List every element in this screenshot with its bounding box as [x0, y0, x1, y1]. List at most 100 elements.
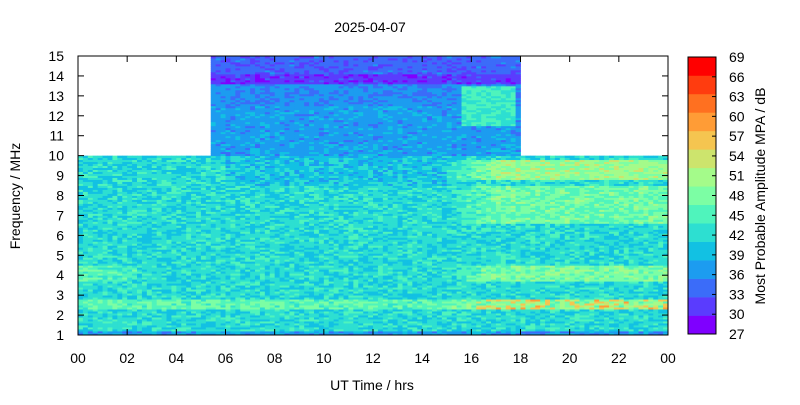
heatmap-cell — [151, 333, 158, 336]
heatmap-cell — [171, 307, 177, 310]
heatmap-cell — [550, 297, 556, 300]
heatmap-cell — [427, 321, 433, 324]
heatmap-cell — [663, 295, 669, 298]
heatmap-cell — [294, 331, 300, 334]
heatmap-cell — [500, 291, 507, 294]
heatmap-cell — [318, 305, 325, 308]
heatmap-cell — [161, 321, 167, 324]
heatmap-cell — [82, 293, 89, 296]
heatmap-cell — [156, 327, 162, 330]
heatmap-cell — [382, 291, 389, 294]
heatmap-cell — [117, 291, 123, 294]
heatmap-cell — [589, 333, 595, 336]
heatmap-cell — [112, 289, 118, 292]
heatmap-cell — [392, 309, 398, 312]
heatmap-cell — [648, 297, 654, 300]
heatmap-cell — [141, 315, 148, 318]
heatmap-cell — [112, 333, 118, 336]
heatmap-cell — [628, 317, 634, 320]
heatmap-cell — [510, 329, 516, 332]
heatmap-cell — [471, 315, 477, 318]
heatmap-cell — [323, 305, 330, 308]
heatmap-cell — [259, 305, 266, 308]
heatmap-cell — [392, 319, 398, 322]
heatmap-cell — [481, 331, 487, 334]
heatmap-cell — [559, 307, 566, 310]
heatmap-cell — [245, 305, 251, 308]
heatmap-cell — [638, 293, 644, 296]
heatmap-cell — [618, 303, 625, 306]
heatmap-cell — [609, 297, 615, 300]
heatmap-cell — [525, 303, 531, 306]
heatmap-cell — [250, 309, 256, 312]
heatmap-cell — [186, 297, 192, 300]
heatmap-cell — [200, 315, 207, 318]
heatmap-cell — [250, 327, 256, 330]
heatmap-cell — [210, 317, 217, 320]
heatmap-cell — [245, 329, 251, 332]
heatmap-cell — [299, 311, 305, 314]
heatmap-cell — [127, 289, 133, 292]
heatmap-cell — [407, 313, 413, 316]
heatmap-cell — [235, 333, 241, 336]
heatmap-cell — [382, 297, 389, 300]
heatmap-cell — [520, 319, 526, 322]
heatmap-cell — [663, 309, 669, 312]
heatmap-cell — [451, 323, 457, 326]
heatmap-cell — [245, 303, 251, 306]
heatmap-cell — [569, 299, 575, 302]
heatmap-cell — [156, 319, 162, 322]
heatmap-cell — [633, 329, 639, 332]
heatmap-cell — [264, 293, 271, 296]
heatmap-cell — [196, 291, 202, 294]
heatmap-cell — [353, 319, 359, 322]
heatmap-cell — [417, 329, 423, 332]
heatmap-cell — [456, 327, 462, 330]
heatmap-cell — [141, 307, 148, 310]
heatmap-cell — [525, 315, 531, 318]
heatmap-cell — [397, 331, 403, 334]
heatmap-cell — [141, 289, 148, 292]
heatmap-cell — [510, 313, 516, 316]
heatmap-cell — [205, 325, 212, 328]
heatmap-cell — [638, 313, 644, 316]
heatmap-cell — [156, 323, 162, 326]
heatmap-cell — [181, 293, 187, 296]
heatmap-cell — [240, 293, 246, 296]
heatmap-cell — [102, 333, 108, 336]
heatmap-cell — [112, 331, 118, 334]
heatmap-cell — [225, 291, 231, 294]
heatmap-cell — [461, 293, 467, 296]
heatmap-cell — [200, 307, 207, 310]
heatmap-cell — [141, 321, 148, 324]
heatmap-cell — [196, 295, 202, 298]
heatmap-cell — [618, 291, 625, 294]
heatmap-cell — [525, 309, 531, 312]
heatmap-cell — [451, 327, 457, 330]
heatmap-cell — [584, 327, 590, 330]
heatmap-cell — [545, 309, 551, 312]
heatmap-cell — [633, 299, 639, 302]
heatmap-cell — [584, 329, 590, 332]
heatmap-cell — [250, 289, 256, 292]
heatmap-cell — [338, 289, 344, 292]
heatmap-cell — [137, 291, 143, 294]
heatmap-cell — [117, 319, 123, 322]
heatmap-cell — [486, 327, 492, 330]
heatmap-cell — [117, 325, 123, 328]
heatmap-cell — [515, 313, 521, 316]
heatmap-cell — [569, 327, 575, 330]
heatmap-cell — [422, 323, 428, 326]
heatmap-cell — [196, 321, 202, 324]
heatmap-cell — [269, 329, 276, 332]
heatmap-cell — [176, 317, 182, 320]
heatmap-cell — [186, 319, 192, 322]
heatmap-cell — [658, 295, 664, 298]
heatmap-cell — [564, 293, 571, 296]
heatmap-cell — [318, 319, 325, 322]
heatmap-cell — [476, 293, 482, 296]
heatmap-cell — [491, 291, 497, 294]
heatmap-cell — [609, 315, 615, 318]
heatmap-cell — [530, 291, 536, 294]
heatmap-cell — [353, 311, 359, 314]
